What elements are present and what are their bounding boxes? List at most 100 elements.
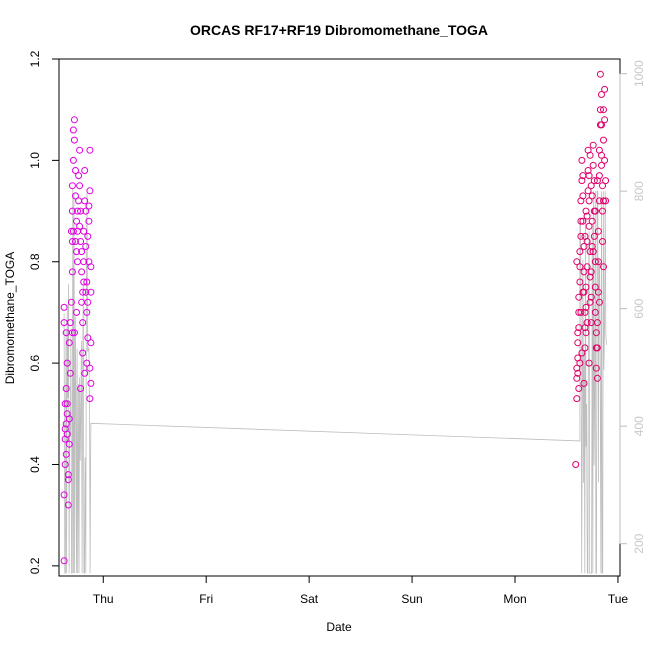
data-point [598,151,605,159]
data-point [79,319,87,327]
data-point [593,374,601,382]
data-point [581,232,589,240]
data-point [85,202,93,210]
data-point [75,197,83,205]
data-point [592,329,600,337]
data-point [580,379,588,387]
data-point [70,329,78,337]
data-point [574,369,582,377]
data-point [596,106,604,114]
y-tick-label: 0.2 [28,557,42,574]
data-point [87,379,95,387]
data-point [76,222,84,230]
data-point [585,172,593,180]
data-point [574,329,582,337]
secondary-line-path [63,188,607,574]
data-point [86,187,94,195]
data-point [60,491,68,499]
data-point [593,344,601,352]
data-point [576,248,584,256]
data-point [598,91,605,98]
data-point [69,126,77,134]
data-point [573,258,581,266]
data-point [584,187,592,195]
secondary-y-tick-label: 600 [632,298,646,318]
secondary-y-tick-label: 200 [632,533,646,553]
data-point [592,364,600,372]
data-point [67,298,75,306]
data-point [587,268,595,276]
data-point [591,207,599,215]
data-point [85,217,93,225]
data-point [574,339,582,347]
data-point [582,283,590,291]
y-tick-label: 1.2 [28,50,42,67]
data-point [577,308,585,316]
data-point [585,222,593,230]
y-axis: 0.2 0.4 0.6 0.8 1.0 1.2 [28,50,59,574]
data-point [83,278,91,286]
x-tick-label: Sat [300,592,319,606]
data-point [579,192,587,200]
x-tick-label: Fri [199,592,213,606]
data-point [86,146,94,154]
data-point [588,217,596,225]
data-point [602,197,610,205]
y-tick-label: 0.8 [28,253,42,270]
data-point [591,308,599,316]
data-point [73,248,80,256]
data-point [598,121,605,129]
data-point [585,359,593,367]
data-point [593,319,601,327]
data-point [77,238,85,245]
data-point [82,288,90,296]
y-axis-label: Dibromomethane_TOGA [3,252,17,385]
data-point [587,182,595,190]
data-point [86,395,94,403]
data-point [76,182,84,190]
data-point [583,319,591,327]
data-point [594,258,602,266]
data-point [601,85,609,93]
data-point [68,329,76,337]
data-point [87,288,95,296]
data-point [579,217,587,225]
data-point [594,288,602,296]
data-point [580,268,588,276]
data-point [579,288,587,296]
data-point [586,298,594,306]
data-point [576,359,584,367]
secondary-altitude-line [63,188,607,574]
data-point [74,207,81,215]
data-point [83,359,91,367]
secondary-y-tick-label: 800 [632,181,646,201]
data-point [598,161,605,169]
data-point [600,263,607,271]
x-tick-label: Sun [401,592,422,606]
data-point [72,238,79,245]
data-point [583,263,591,271]
data-point [578,349,586,357]
data-point [69,227,77,235]
data-point [65,339,73,347]
data-point [61,425,69,433]
data-point [583,212,591,220]
data-point [65,415,73,423]
data-point [584,167,592,174]
y-tick-label: 0.4 [28,456,42,473]
data-point [572,461,580,468]
data-point [576,263,584,271]
data-point [80,278,88,286]
data-point [64,471,72,479]
data-point [79,349,87,357]
data-point [73,308,80,316]
data-point [573,374,581,382]
data-point [582,207,590,215]
data-point [68,182,76,190]
data-point [82,243,90,250]
data-point [76,146,84,154]
data-point [64,476,72,484]
data-point [575,385,583,392]
data-point [586,273,594,281]
data-point [78,268,86,276]
